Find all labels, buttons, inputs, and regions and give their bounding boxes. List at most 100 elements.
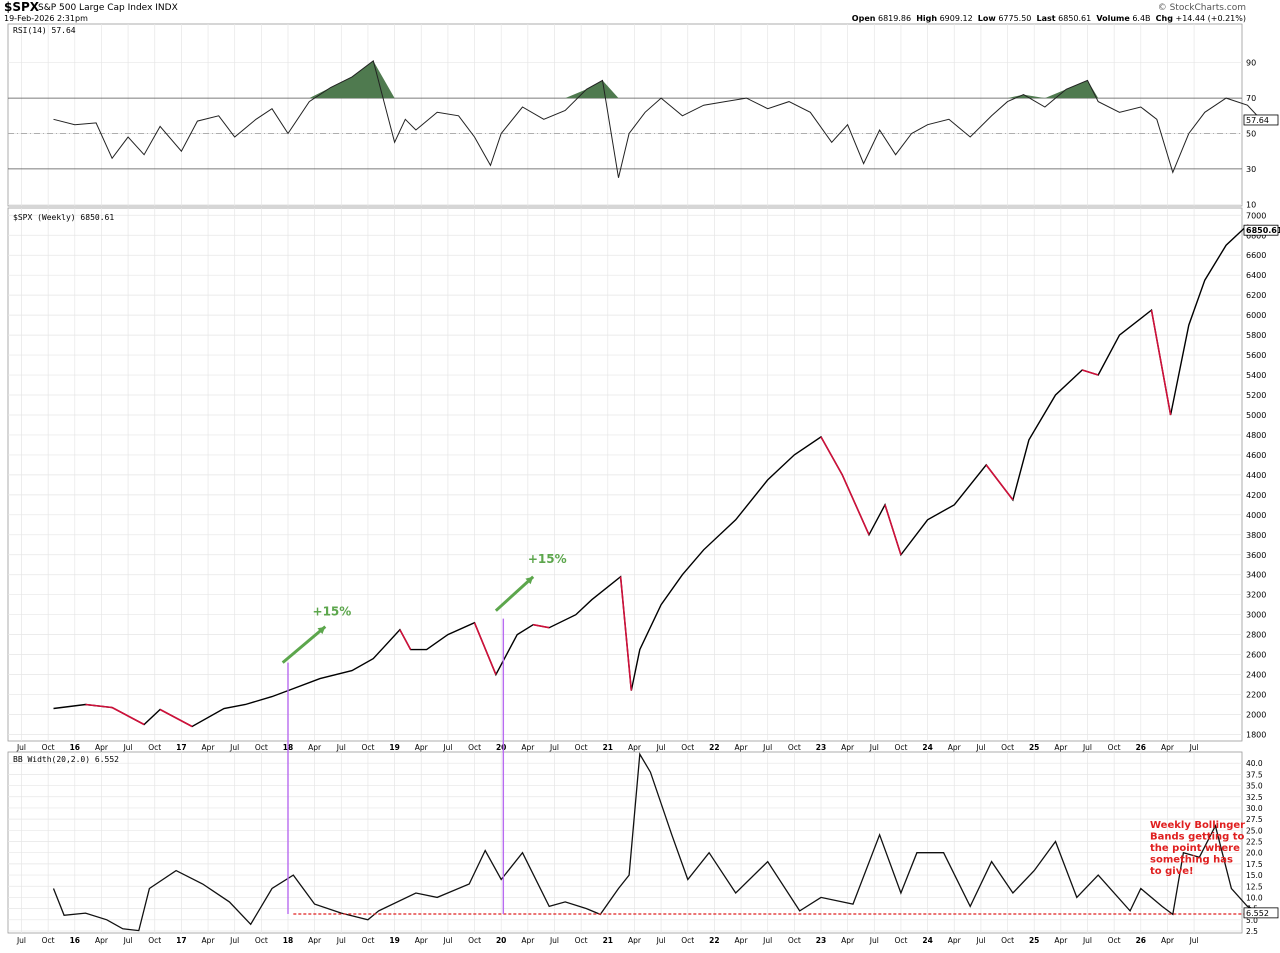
x-tick-label: Apr <box>95 936 109 945</box>
y-tick-label: 40.0 <box>1246 759 1263 768</box>
y-tick-label: 37.5 <box>1246 770 1263 779</box>
x-tick-label: Apr <box>735 936 749 945</box>
y-tick-label: 2600 <box>1246 651 1266 660</box>
x-tick-label: 16 <box>70 936 80 945</box>
high-label: High <box>916 14 938 23</box>
x-tick-label: Apr <box>841 743 855 752</box>
y-tick-label: 2000 <box>1246 711 1266 720</box>
spx-down-segment <box>473 622 497 675</box>
y-tick-label: 5600 <box>1246 351 1266 360</box>
x-tick-label: Apr <box>1161 743 1175 752</box>
spx-down-segment <box>1081 369 1099 376</box>
y-tick-label: 32.5 <box>1246 793 1263 802</box>
high-value: 6909.12 <box>939 14 973 23</box>
x-tick-label: Oct <box>575 936 588 945</box>
x-tick-label: Oct <box>1108 743 1121 752</box>
x-tick-label: Oct <box>894 936 907 945</box>
current-value-badge <box>1243 907 1279 919</box>
x-tick-label: Apr <box>308 743 322 752</box>
x-tick-label: Jul <box>762 936 772 945</box>
x-tick-label: Oct <box>1108 936 1121 945</box>
panel-title: $SPX (Weekly) 6850.61 <box>13 213 114 222</box>
spx-down-segment <box>111 706 145 726</box>
x-tick-label: Oct <box>255 743 268 752</box>
current-value-badge <box>1243 224 1279 236</box>
x-tick-label: Jul <box>549 743 559 752</box>
last-label: Last <box>1036 14 1056 23</box>
x-tick-label: 22 <box>709 936 719 945</box>
y-tick-label: 1800 <box>1246 731 1266 740</box>
x-tick-label: 19 <box>389 936 399 945</box>
y-tick-label: 70 <box>1246 94 1256 103</box>
x-tick-label: Jul <box>656 743 666 752</box>
x-tick-label: Jul <box>975 743 985 752</box>
y-tick-label: 3600 <box>1246 551 1266 560</box>
x-tick-label: Jul <box>16 936 26 945</box>
y-tick-label: 7000 <box>1246 211 1266 220</box>
y-tick-label: 5400 <box>1246 371 1266 380</box>
spx-down-segment <box>533 623 550 629</box>
current-value-text: 6850.61 <box>1246 226 1280 235</box>
bollinger-note-line: something has <box>1150 855 1233 866</box>
x-tick-label: Oct <box>788 743 801 752</box>
y-tick-label: 6000 <box>1246 311 1266 320</box>
panel-0: 10 30 50 70 90 <box>7 23 1256 209</box>
x-tick-label: Jul <box>123 936 133 945</box>
y-tick-label: 3000 <box>1246 611 1266 620</box>
spx-down-segment <box>159 708 193 728</box>
y-tick-label: 4200 <box>1246 491 1266 500</box>
panel-2: 2.55.07.510.012.515.017.520.022.525.027.… <box>7 751 1263 936</box>
x-tick-label: 25 <box>1029 936 1039 945</box>
gain-arrow-label: +15% <box>313 605 352 619</box>
description-text: S&P 500 Large Cap Index <box>38 3 153 13</box>
spx-down-segment <box>820 436 843 476</box>
x-tick-label: Jul <box>16 743 26 752</box>
spx-down-segment <box>985 464 1014 501</box>
x-tick-label: Oct <box>361 936 374 945</box>
spx-down-segment <box>841 474 870 536</box>
bb-width-line <box>52 752 1262 932</box>
gain-arrow-head <box>525 576 534 585</box>
x-tick-label: Jul <box>229 743 239 752</box>
brand-label[interactable]: © StockCharts.com <box>1157 3 1246 13</box>
panel-1: 1800 2000 2200 2400 2600 2800 3000 3200 3400 3600… <box>7 207 1266 742</box>
x-tick-label: Apr <box>521 743 535 752</box>
y-tick-label: 6400 <box>1246 271 1266 280</box>
y-tick-label: 15.0 <box>1246 871 1263 880</box>
x-tick-label: Apr <box>202 743 216 752</box>
x-tick-label: 21 <box>603 936 613 945</box>
x-tick-label: 24 <box>922 743 932 752</box>
x-tick-label: Oct <box>42 743 55 752</box>
y-tick-label: 3400 <box>1246 571 1266 580</box>
x-tick-label: Apr <box>308 936 322 945</box>
low-label: Low <box>977 14 996 23</box>
y-tick-label: 12.5 <box>1246 882 1263 891</box>
x-tick-label: 26 <box>1136 936 1146 945</box>
datetime-label: 19-Feb-2026 2:31pm <box>4 14 88 23</box>
x-tick-label: Oct <box>468 936 481 945</box>
spx-down-segment <box>884 504 902 556</box>
rsi-line <box>53 60 1262 178</box>
x-tick-label: Apr <box>1054 743 1068 752</box>
x-tick-label: Apr <box>948 936 962 945</box>
symbol-label: $SPX <box>4 0 40 14</box>
x-tick-label: Oct <box>894 743 907 752</box>
y-tick-label: 10.0 <box>1246 893 1263 902</box>
x-tick-label: Oct <box>1001 743 1014 752</box>
x-tick-label: Apr <box>415 743 429 752</box>
low-value: 6775.50 <box>998 14 1032 23</box>
gain-arrow-line <box>494 575 535 612</box>
y-tick-label: 4800 <box>1246 431 1266 440</box>
x-tick-label: Jul <box>1189 743 1199 752</box>
panel-frame <box>7 207 1243 742</box>
y-tick-label: 20.0 <box>1246 849 1263 858</box>
chg-value: +14.44 (+0.21%) <box>1175 14 1246 23</box>
y-tick-label: 5800 <box>1246 331 1266 340</box>
y-tick-label: 4000 <box>1246 511 1266 520</box>
x-tick-label: Jul <box>975 936 985 945</box>
y-tick-label: 2.5 <box>1246 927 1258 936</box>
x-tick-label: Jul <box>762 743 772 752</box>
gain-arrow-label: +15% <box>528 552 567 566</box>
x-tick-label: 18 <box>283 936 293 945</box>
